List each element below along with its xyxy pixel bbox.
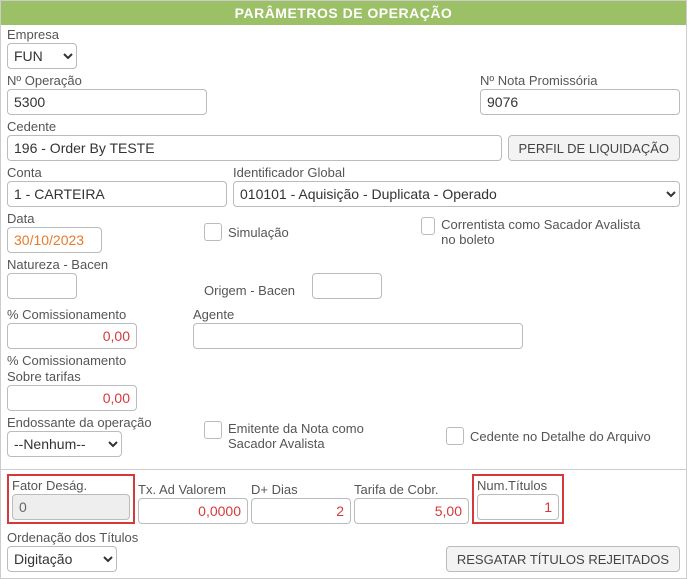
- fator-highlight: Fator Deság.: [7, 474, 135, 524]
- panel-body: Empresa FUN Nº Operação Nº Nota Promissó…: [1, 25, 686, 463]
- correntista-label: Correntista como Sacador Avalista no bol…: [441, 217, 641, 247]
- txad-label: Tx. Ad Valorem: [138, 482, 248, 497]
- numtitulos-label: Num.Títulos: [477, 478, 559, 493]
- empresa-select[interactable]: FUN: [7, 43, 77, 69]
- data-label: Data: [7, 211, 102, 226]
- data-input[interactable]: [7, 227, 102, 253]
- nnota-input[interactable]: [480, 89, 680, 115]
- comiss-label: % Comissionamento: [7, 307, 187, 322]
- cedente-detalhe-checkbox[interactable]: [446, 427, 464, 445]
- empresa-label: Empresa: [7, 27, 77, 42]
- natureza-input[interactable]: [7, 273, 77, 299]
- numtitulos-highlight: Num.Títulos: [472, 474, 564, 524]
- cedente-label: Cedente: [7, 119, 502, 134]
- agente-label: Agente: [193, 307, 680, 322]
- panel-title: PARÂMETROS DE OPERAÇÃO: [235, 5, 453, 21]
- endossante-label: Endossante da operação: [7, 415, 182, 430]
- simulacao-checkbox-row[interactable]: Simulação: [204, 223, 289, 241]
- fator-input[interactable]: [12, 494, 130, 520]
- emitente-checkbox-row[interactable]: Emitente da Nota como Sacador Avalista: [204, 421, 404, 451]
- correntista-checkbox-row[interactable]: Correntista como Sacador Avalista no bol…: [421, 217, 641, 247]
- comiss-tarifas-label1: % Comissionamento: [7, 353, 187, 368]
- identificador-label: Identificador Global: [233, 165, 680, 180]
- tarifa-input[interactable]: [354, 498, 469, 524]
- perfil-liquidacao-button[interactable]: PERFIL DE LIQUIDAÇÃO: [508, 135, 681, 161]
- ddias-input[interactable]: [251, 498, 351, 524]
- emitente-checkbox[interactable]: [204, 421, 222, 439]
- comiss-tarifas-label2: Sobre tarifas: [7, 369, 187, 384]
- separator: [1, 469, 686, 470]
- cedente-detalhe-checkbox-row[interactable]: Cedente no Detalhe do Arquivo: [446, 427, 651, 445]
- ddias-label: D+ Dias: [251, 482, 351, 497]
- tarifa-label: Tarifa de Cobr.: [354, 482, 469, 497]
- emitente-label: Emitente da Nota como Sacador Avalista: [228, 421, 364, 451]
- cedente-input[interactable]: [7, 135, 502, 161]
- nnota-label: Nº Nota Promissória: [480, 73, 680, 88]
- agente-input[interactable]: [193, 323, 523, 349]
- txad-input[interactable]: [138, 498, 248, 524]
- resgatar-button[interactable]: RESGATAR TÍTULOS REJEITADOS: [446, 546, 680, 572]
- identificador-select[interactable]: 010101 - Aquisição - Duplicata - Operado: [233, 181, 680, 207]
- comiss-tarifas-input[interactable]: [7, 385, 137, 411]
- fator-label: Fator Deság.: [12, 478, 130, 493]
- ordenacao-label: Ordenação dos Títulos: [7, 530, 187, 545]
- footer-row: Ordenação dos Títulos Digitação RESGATAR…: [1, 528, 686, 578]
- conta-label: Conta: [7, 165, 227, 180]
- numtitulos-input[interactable]: [477, 494, 559, 520]
- panel: PARÂMETROS DE OPERAÇÃO Empresa FUN Nº Op…: [0, 0, 687, 579]
- ordenacao-select[interactable]: Digitação: [7, 546, 117, 572]
- natureza-label: Natureza - Bacen: [7, 257, 137, 272]
- endossante-select[interactable]: --Nenhum--: [7, 431, 122, 457]
- bottom-fields-row: Fator Deság. Tx. Ad Valorem D+ Dias Tari…: [1, 472, 686, 528]
- comiss-input[interactable]: [7, 323, 137, 349]
- panel-header: PARÂMETROS DE OPERAÇÃO: [1, 1, 686, 25]
- simulacao-checkbox[interactable]: [204, 223, 222, 241]
- noperacao-input[interactable]: [7, 89, 207, 115]
- conta-input[interactable]: [7, 181, 227, 207]
- simulacao-label: Simulação: [228, 225, 289, 240]
- noperacao-label: Nº Operação: [7, 73, 207, 88]
- cedente-detalhe-label: Cedente no Detalhe do Arquivo: [470, 429, 651, 444]
- origem-input[interactable]: [312, 273, 382, 299]
- correntista-checkbox[interactable]: [421, 217, 435, 235]
